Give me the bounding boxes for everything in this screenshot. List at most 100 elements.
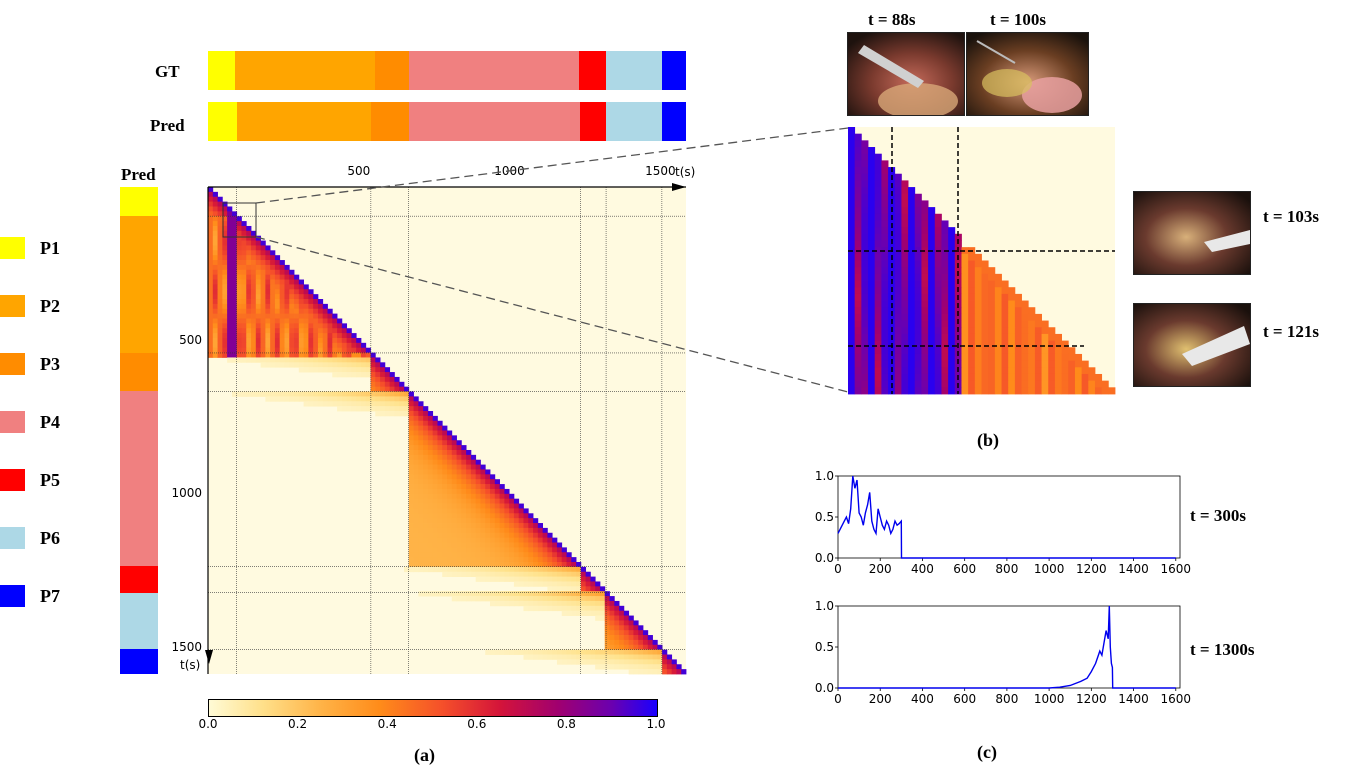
zoom-heatmap-cell — [1088, 380, 1096, 388]
heatmap-cell — [332, 347, 338, 353]
zoom-heatmap-cell — [908, 193, 916, 201]
heatmap-cell — [279, 284, 285, 290]
zoom-heatmap-cell — [888, 280, 896, 288]
zoom-heatmap-cell — [901, 300, 909, 308]
heatmap-cell — [633, 630, 639, 636]
heatmap-cell — [475, 488, 481, 495]
heatmap-cell — [652, 654, 658, 660]
zoom-heatmap-cell — [934, 313, 942, 321]
heatmap-cell — [480, 537, 486, 543]
heatmap-cell — [212, 274, 218, 280]
heatmap-cell — [466, 464, 472, 470]
heatmap-cell — [418, 537, 424, 543]
zoom-heatmap-cell — [928, 327, 936, 335]
zoom-heatmap-cell — [981, 300, 989, 308]
heatmap-cell — [413, 440, 419, 446]
heatmap-cell — [451, 445, 457, 451]
heatmap-cell — [466, 469, 472, 475]
heatmap-cell — [480, 557, 486, 563]
heatmap-cell — [513, 557, 520, 563]
zoom-heatmap-cell — [1094, 380, 1103, 388]
heatmap-cell — [599, 586, 606, 592]
heatmap-cell — [633, 664, 639, 670]
heatmap-cell — [585, 596, 591, 602]
line-1300-x-tick-label: 600 — [953, 692, 976, 706]
heatmap-cell — [322, 308, 328, 315]
heatmap-cell — [408, 415, 414, 422]
heatmap-cell — [566, 566, 572, 573]
heatmap-cell — [255, 279, 261, 285]
zoom-heatmap-cell — [1061, 380, 1069, 388]
heatmap-cell — [456, 527, 462, 534]
zoom-heatmap-cell — [1008, 367, 1016, 375]
heatmap-cell — [222, 235, 228, 241]
zoom-heatmap-cell — [954, 347, 962, 355]
heatmap-cell — [494, 513, 500, 519]
heatmap-cell — [227, 225, 233, 232]
heatmap-cell — [537, 557, 543, 563]
heatmap-cell — [317, 352, 324, 358]
heatmap-cell — [274, 255, 281, 261]
heatmap-cell — [217, 274, 223, 280]
heatmap-cell — [231, 216, 238, 222]
caption-a: (a) — [414, 745, 435, 765]
heatmap-cell — [447, 445, 453, 451]
heatmap-cell — [537, 600, 543, 607]
heatmap-cell — [475, 508, 481, 514]
zoom-heatmap-cell — [1054, 373, 1062, 382]
zoom-heatmap-cell — [1088, 373, 1096, 382]
heatmap-cell — [356, 362, 362, 368]
heatmap-cell — [246, 313, 252, 319]
heatmap-cell — [480, 508, 486, 514]
heatmap-cell — [470, 474, 477, 480]
heatmap-cell — [580, 654, 587, 660]
heatmap-cell — [528, 552, 534, 558]
heatmap-cell — [298, 328, 304, 334]
heatmap-cell — [490, 542, 496, 548]
heatmap-cell — [480, 488, 486, 495]
phase-legend: P1 P2 P3 P4 P5 P6 P7 — [0, 237, 110, 617]
heatmap-cell — [251, 318, 257, 324]
heatmap-cell — [447, 464, 453, 470]
zoom-heatmap-cell — [928, 387, 936, 395]
heatmap-cell — [494, 566, 500, 573]
zoom-heatmap-cell — [848, 367, 856, 375]
heatmap-cell — [208, 294, 214, 300]
zoom-heatmap-cell — [1054, 380, 1062, 388]
heatmap-cell — [504, 591, 510, 597]
heatmap-cell — [585, 649, 591, 655]
heatmap-cell — [317, 308, 324, 315]
heatmap-cell — [231, 313, 238, 319]
heatmap-cell — [533, 547, 539, 553]
zoom-heatmap-cell — [968, 307, 976, 315]
zoom-heatmap-cell — [854, 293, 862, 301]
zoom-heatmap-cell — [848, 360, 856, 368]
zoom-heatmap-cell — [1061, 347, 1069, 355]
heatmap-cell — [289, 284, 295, 290]
heatmap-cell — [380, 372, 386, 378]
zoom-heatmap-cell — [948, 360, 956, 368]
heatmap-cell — [356, 391, 362, 397]
heatmap-cell — [351, 401, 357, 407]
heatmap-cell — [461, 523, 467, 529]
zoom-heatmap-cell — [994, 367, 1002, 375]
zoom-heatmap-cell — [981, 307, 989, 315]
heatmap-cell — [241, 347, 247, 353]
heatmap-cell — [227, 352, 233, 358]
line-1300-x-tick-label: 1000 — [1034, 692, 1065, 706]
zoom-heatmap-cell — [941, 240, 949, 248]
heatmap-cell — [356, 396, 362, 402]
heatmap-cell — [255, 342, 261, 349]
heatmap-cell — [241, 235, 247, 241]
heatmap-cell — [623, 635, 630, 641]
heatmap-cell — [475, 566, 481, 573]
heatmap-cell — [351, 342, 357, 349]
zoom-heatmap-cell — [968, 287, 976, 295]
zoom-heatmap-cell — [941, 373, 949, 382]
heatmap-cell — [571, 581, 577, 587]
heatmap-cell — [231, 289, 238, 295]
heatmap-cell — [595, 586, 601, 592]
heatmap-cell — [537, 527, 543, 534]
zoom-heatmap-cell — [881, 380, 889, 388]
zoom-heatmap-cell — [854, 133, 862, 141]
